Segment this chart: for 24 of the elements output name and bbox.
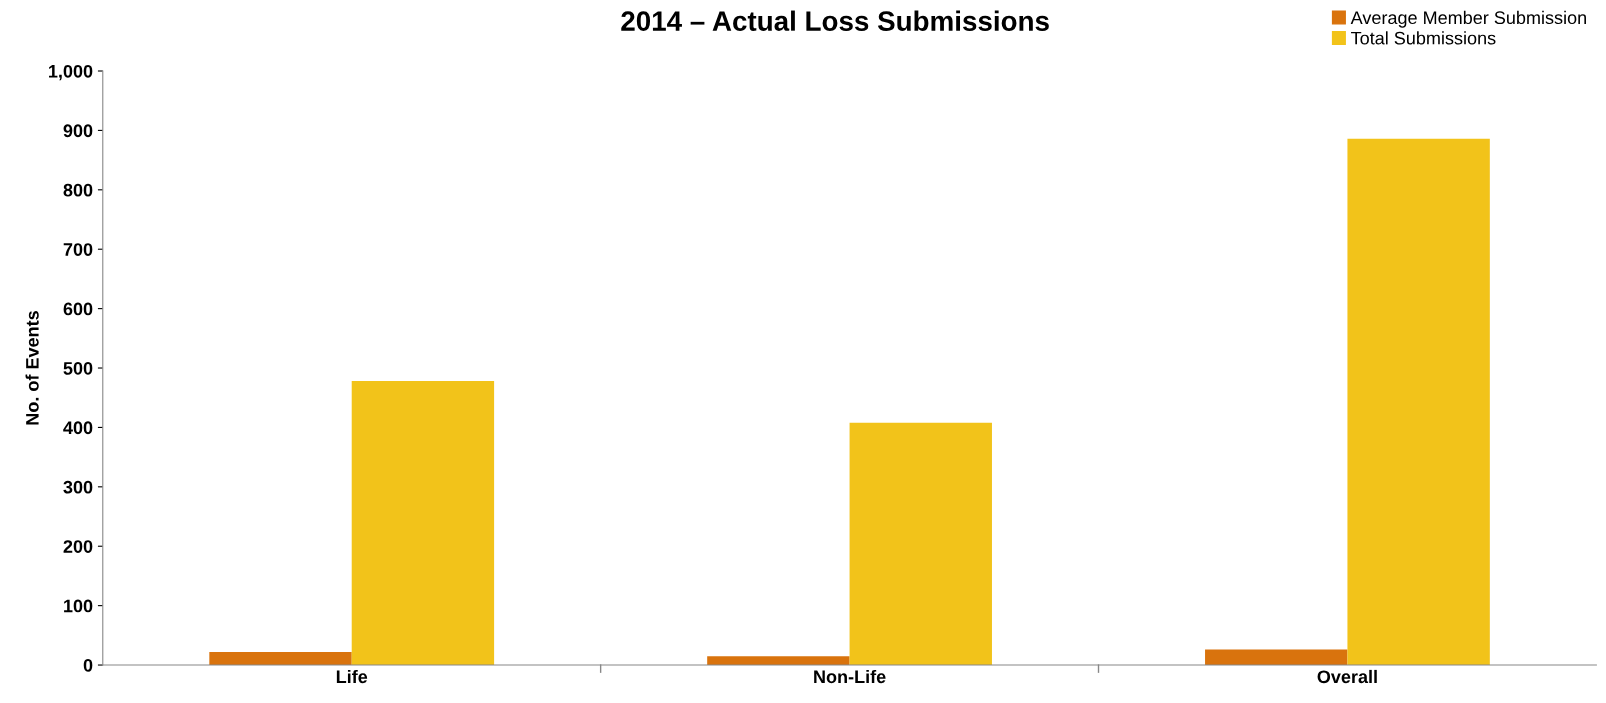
bar <box>1347 138 1490 666</box>
x-tick-label: Overall <box>1317 669 1377 684</box>
legend-label: Average Member Submission <box>1350 10 1586 28</box>
y-axis-title: No. of Events <box>25 311 39 425</box>
y-tick-label: 200 <box>63 540 93 553</box>
y-tick-label: 800 <box>63 183 93 197</box>
bar <box>209 651 352 666</box>
bar <box>849 422 992 666</box>
y-tick-label: 600 <box>63 302 93 316</box>
y-tick-label: 900 <box>63 124 93 138</box>
y-tick-label: 1,000 <box>49 64 93 81</box>
y-tick-label: 100 <box>64 599 93 613</box>
y-tick-label: 300 <box>63 480 93 494</box>
chart-title: 2014 – Actual Loss Submissions <box>621 10 1049 31</box>
x-tick-label: Non-Life <box>814 669 886 684</box>
bar <box>1205 649 1348 666</box>
y-tick-label: 700 <box>63 243 93 256</box>
bar <box>351 381 495 666</box>
x-tick-label: Life <box>336 669 368 684</box>
bar <box>707 656 850 666</box>
y-tick-label: 0 <box>83 658 93 672</box>
legend-label: Total Submissions <box>1351 31 1496 45</box>
y-tick-label: 500 <box>63 361 93 375</box>
y-tick-label: 400 <box>63 421 93 435</box>
